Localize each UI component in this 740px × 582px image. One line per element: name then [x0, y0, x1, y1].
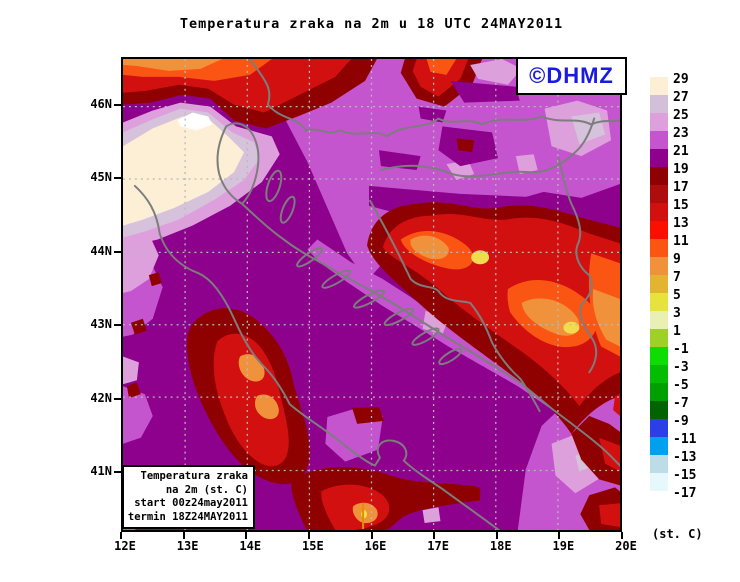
lon-tick [433, 532, 436, 539]
lon-label: 12E [114, 539, 136, 553]
temperature-field [123, 59, 620, 530]
legend-color-block [650, 239, 668, 257]
legend-value-label: -17 [673, 486, 697, 501]
lon-tick [621, 532, 623, 539]
lon-label: 18E [489, 539, 512, 553]
lon-label: 16E [364, 539, 387, 553]
legend-color-block [650, 347, 668, 365]
legend-color-block [650, 473, 668, 491]
legend-value-label: 15 [673, 198, 689, 213]
legend-value-label: -3 [673, 360, 689, 375]
info-line-2: na 2m (st. C) [165, 483, 248, 496]
country-borders [133, 59, 620, 530]
lat-label: 44N [90, 243, 112, 258]
legend-value-label: 13 [673, 216, 689, 231]
legend-color-block [650, 401, 668, 419]
legend-value-label: 25 [673, 108, 689, 123]
legend-color-block [650, 311, 668, 329]
lat-tick [114, 104, 121, 106]
lon-tick [370, 532, 373, 539]
lat-tick [114, 250, 121, 253]
legend-value-label: -1 [673, 342, 689, 357]
lat-label: 41N [90, 464, 112, 478]
legend-color-block [650, 293, 668, 311]
legend-color-block [650, 257, 668, 275]
info-line-3: start 00z24may2011 [134, 497, 248, 509]
lat-tick [114, 177, 121, 180]
lat-tick [114, 471, 121, 473]
legend-color-block [650, 95, 668, 113]
lon-tick [245, 532, 248, 539]
lon-label: 13E [176, 539, 199, 553]
legend-color-block [650, 437, 668, 455]
lon-tick [558, 532, 561, 539]
legend-value-label: 23 [673, 126, 689, 141]
legend-color-block [650, 131, 668, 149]
dhmz-logo: ©DHMZ [516, 57, 627, 95]
lat-label: 43N [90, 317, 112, 332]
legend-value-label: -13 [673, 450, 697, 465]
lon-tick [307, 532, 310, 539]
legend-value-label: -7 [673, 396, 689, 411]
legend-color-block [650, 167, 668, 185]
lat-tick [114, 397, 121, 400]
legend-value-label: 11 [673, 234, 689, 249]
lat-label: 46N [90, 97, 112, 111]
info-line-1: Temperatura zraka [140, 470, 248, 482]
lat-label: 42N [90, 390, 112, 405]
lon-tick [495, 532, 498, 539]
legend-unit-label: (st. C) [652, 527, 703, 541]
legend-color-block [650, 203, 668, 221]
legend-color-block [650, 275, 668, 293]
legend-color-block [650, 77, 668, 95]
legend-value-label: 9 [673, 252, 681, 267]
map-title: Temperatura zraka na 2m u 18 UTC 24MAY20… [179, 16, 564, 32]
lat-tick [114, 324, 121, 327]
legend-color-block [650, 383, 668, 401]
legend-value-label: -15 [673, 468, 697, 483]
temperature-map [121, 57, 622, 532]
lon-label: 17E [427, 539, 449, 553]
legend-color-block [650, 365, 668, 383]
legend-value-label: 5 [673, 288, 681, 303]
legend-value-label: 17 [673, 180, 689, 195]
legend-color-block [650, 149, 668, 167]
legend-value-label: 21 [673, 144, 689, 159]
legend-value-label: 7 [673, 270, 681, 285]
legend-color-block [650, 185, 668, 203]
legend-color-block [650, 329, 668, 347]
lon-tick [182, 532, 185, 539]
legend-value-label: 27 [673, 90, 689, 105]
legend-value-label: -11 [673, 432, 697, 447]
legend-value-label: 19 [673, 162, 689, 177]
legend-color-block [650, 419, 668, 437]
legend-color-block [650, 113, 668, 131]
legend-value-label: 3 [673, 306, 681, 321]
lon-tick [120, 532, 122, 539]
lat-label: 45N [90, 170, 112, 185]
legend-value-label: -5 [673, 378, 689, 393]
lon-label: 19E [552, 539, 575, 553]
legend-value-label: 29 [673, 72, 689, 87]
run-info-box: Temperatura zraka na 2m (st. C) start 00… [122, 465, 255, 529]
lon-label: 14E [239, 539, 262, 553]
legend-color-block [650, 455, 668, 473]
legend-value-label: 1 [673, 324, 681, 339]
lon-label: 20E [615, 539, 637, 553]
legend-color-block [650, 221, 668, 239]
legend-value-label: -9 [673, 414, 689, 429]
dhmz-logo-text: ©DHMZ [529, 63, 614, 88]
info-line-4: termin 18Z24MAY2011 [127, 510, 248, 523]
lon-label: 15E [302, 539, 324, 553]
